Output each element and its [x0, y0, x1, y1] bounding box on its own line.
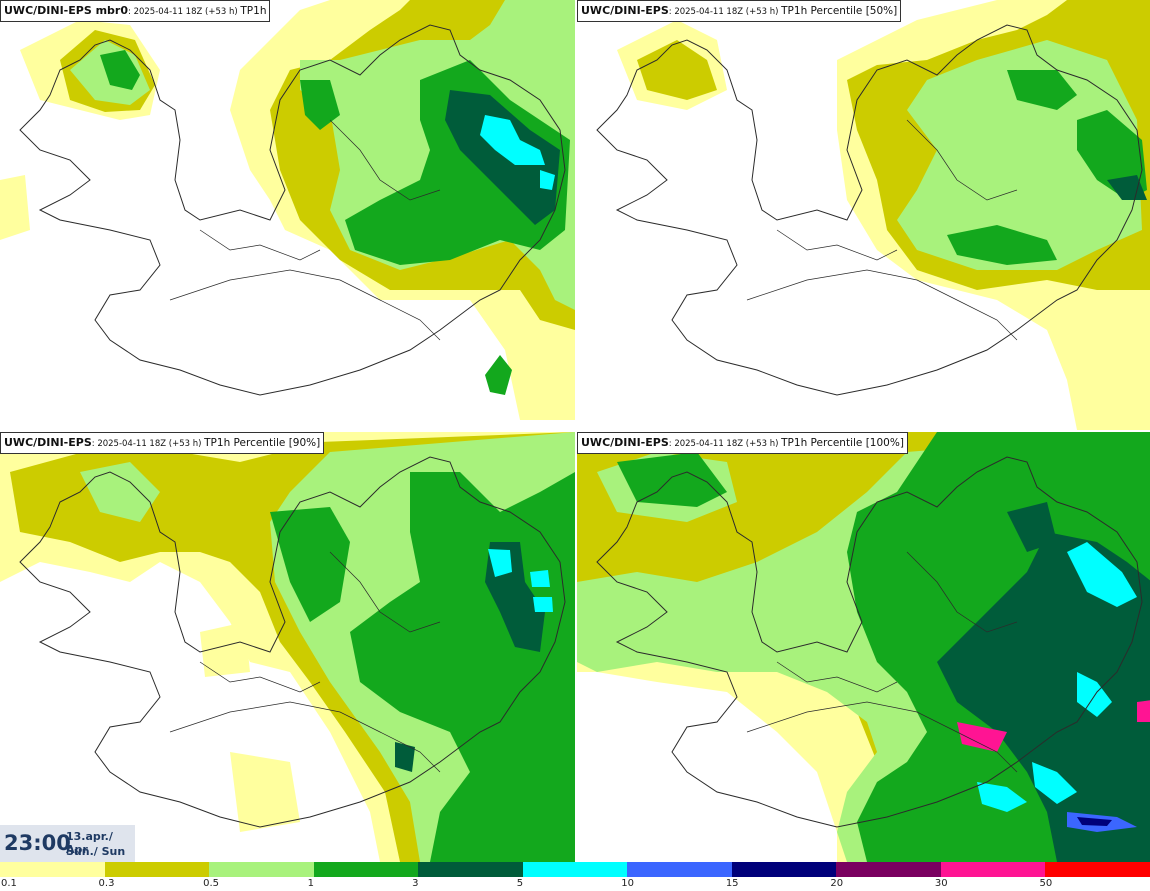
precip-map-p100	[577, 432, 1150, 862]
panel-model: UWC/DINI-EPS	[581, 4, 669, 17]
legend-tick-label: 5	[516, 878, 524, 889]
panel-field: TP1h Percentile [100%]	[781, 437, 904, 449]
panel-title-p50: UWC/DINI-EPS: 2025-04-11 18Z (+53 h) TP1…	[577, 0, 902, 22]
map-panel-mbr0: UWC/DINI-EPS mbr0: 2025-04-11 18Z (+53 h…	[0, 0, 575, 430]
map-panel-p100: UWC/DINI-EPS: 2025-04-11 18Z (+53 h) TP1…	[577, 432, 1150, 862]
valid-date: 13.apr./ Apr	[66, 830, 113, 856]
coastline	[19, 24, 566, 396]
panel-title-p90: UWC/DINI-EPS: 2025-04-11 18Z (+53 h) TP1…	[0, 432, 325, 454]
panel-title-p100: UWC/DINI-EPS: 2025-04-11 18Z (+53 h) TP1…	[577, 432, 908, 454]
legend-swatch	[522, 862, 629, 877]
panel-field: TP1h	[240, 5, 267, 17]
panel-field: TP1h Percentile [90%]	[204, 437, 321, 449]
legend-tick-label: 20	[830, 878, 844, 889]
panel-title-mbr0: UWC/DINI-EPS mbr0: 2025-04-11 18Z (+53 h…	[0, 0, 271, 22]
coastline	[19, 456, 566, 828]
legend-tick-label: 0.1	[1, 878, 17, 889]
legend-swatch	[1045, 862, 1150, 877]
coastline	[596, 24, 1143, 396]
panel-run: 2025-04-11 18Z (+53 h)	[133, 7, 238, 17]
legend-swatch	[0, 862, 106, 877]
panel-run: 2025-04-11 18Z (+53 h)	[97, 439, 202, 449]
legend-tick-label: 10	[621, 878, 634, 889]
panel-run: 2025-04-11 18Z (+53 h)	[674, 439, 779, 449]
legend-tick-label: 50	[1039, 878, 1053, 889]
legend-tick-label: 0.5	[203, 878, 219, 889]
legend-swatch	[627, 862, 733, 877]
legend-tick-label: 15	[725, 878, 739, 889]
precip-shading	[617, 0, 1150, 430]
precip-shading	[0, 0, 575, 420]
panel-model: UWC/DINI-EPS	[581, 436, 669, 449]
valid-time: 23:00	[4, 831, 71, 855]
precip-map-p90	[0, 432, 575, 862]
coastline	[596, 456, 1143, 828]
color-legend: 0.1 0.3 0.5 1 3 5 10 15 20 30 50	[0, 862, 1150, 891]
legend-swatch	[418, 862, 524, 877]
panel-model: UWC/DINI-EPS mbr0	[4, 4, 128, 17]
legend-tick-label: 1	[307, 878, 314, 889]
legend-swatch	[836, 862, 942, 877]
panel-divider-horizontal	[0, 430, 1150, 432]
precip-map-p50	[596, 0, 1150, 430]
panel-run: 2025-04-11 18Z (+53 h)	[674, 7, 779, 17]
map-panel-p50: UWC/DINI-EPS: 2025-04-11 18Z (+53 h) TP1…	[577, 0, 1150, 430]
legend-swatch	[104, 862, 211, 877]
legend-tick-label: 0.3	[98, 878, 115, 889]
legend-swatch	[313, 862, 420, 877]
map-panel-p90: UWC/DINI-EPS: 2025-04-11 18Z (+53 h) TP1…	[0, 432, 575, 862]
precip-map-mbr0	[0, 0, 575, 420]
valid-weekday: Sun./ Sun	[66, 845, 126, 858]
legend-swatch	[940, 862, 1047, 877]
legend-tick-label: 30	[934, 878, 948, 889]
precip-shading	[577, 432, 1150, 862]
panel-field: TP1h Percentile [50%]	[781, 5, 898, 17]
legend-tick-label: 3	[412, 878, 419, 889]
legend-swatch	[209, 862, 315, 877]
timestamp-box: 23:00 13.apr./ Apr Sun./ Sun	[0, 825, 135, 862]
legend-swatch	[731, 862, 838, 877]
panel-model: UWC/DINI-EPS	[4, 436, 92, 449]
precip-shading	[0, 432, 575, 862]
